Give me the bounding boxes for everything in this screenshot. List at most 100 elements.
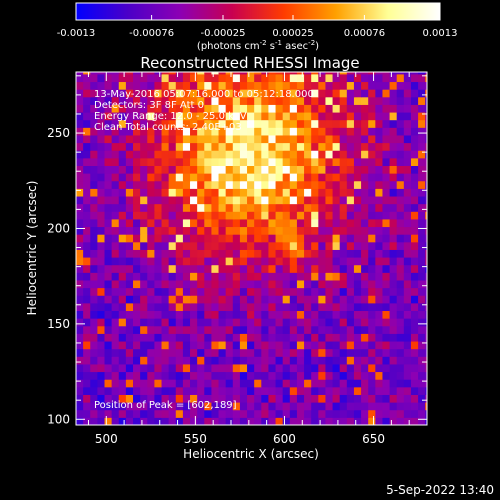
image-pixel xyxy=(239,379,248,388)
image-pixel xyxy=(325,264,334,273)
image-pixel xyxy=(390,59,398,67)
image-pixel xyxy=(254,81,262,90)
image-pixel xyxy=(147,279,155,289)
image-pixel xyxy=(104,356,113,365)
image-pixel xyxy=(168,394,177,403)
image-pixel xyxy=(161,379,170,388)
image-pixel xyxy=(104,180,113,189)
image-pixel xyxy=(154,341,163,350)
image-pixel xyxy=(190,165,198,174)
image-pixel xyxy=(261,371,269,380)
image-pixel xyxy=(368,188,376,197)
image-pixel xyxy=(125,379,134,388)
image-pixel xyxy=(182,203,191,212)
image-pixel xyxy=(389,127,398,136)
image-pixel xyxy=(197,211,205,220)
colorbar-gradient xyxy=(75,2,441,21)
image-pixel xyxy=(396,318,405,327)
image-pixel xyxy=(346,150,355,159)
image-pixel xyxy=(154,394,163,403)
image-pixel xyxy=(125,188,134,197)
x-tick-label: 500 xyxy=(95,432,118,446)
image-pixel xyxy=(261,279,269,289)
image-pixel xyxy=(339,226,348,235)
image-pixel xyxy=(410,81,419,90)
image-pixel xyxy=(197,142,205,151)
image-pixel xyxy=(154,188,163,197)
image-pixel xyxy=(368,302,376,312)
image-pixel xyxy=(232,356,241,365)
image-pixel xyxy=(90,211,98,220)
image-pixel xyxy=(90,134,98,144)
image-pixel xyxy=(175,211,184,220)
image-pixel xyxy=(218,417,227,425)
image-pixel xyxy=(325,302,334,312)
image-pixel xyxy=(168,386,177,395)
image-pixel xyxy=(339,325,348,334)
image-pixel xyxy=(118,157,127,166)
image-pixel xyxy=(332,226,341,235)
image-pixel xyxy=(76,218,84,228)
image-pixel xyxy=(346,188,355,197)
image-pixel xyxy=(375,96,383,105)
image-pixel xyxy=(311,150,319,159)
image-pixel xyxy=(97,180,106,189)
image-pixel xyxy=(261,173,269,182)
image-pixel xyxy=(90,81,98,90)
image-pixel xyxy=(225,89,234,98)
image-pixel xyxy=(361,386,369,395)
image-pixel xyxy=(318,89,326,98)
image-pixel xyxy=(218,264,227,273)
image-pixel xyxy=(432,196,440,204)
image-pixel xyxy=(346,234,355,243)
image-pixel xyxy=(197,203,205,212)
image-pixel xyxy=(104,173,113,182)
image-pixel xyxy=(190,356,198,365)
image-pixel xyxy=(154,196,163,205)
image-pixel xyxy=(396,287,405,296)
image-pixel xyxy=(275,325,284,334)
image-pixel xyxy=(190,379,198,388)
image-pixel xyxy=(325,356,334,365)
image-pixel xyxy=(410,142,419,151)
image-pixel xyxy=(247,325,255,334)
image-pixel xyxy=(261,394,269,403)
image-pixel xyxy=(353,325,362,334)
image-pixel xyxy=(346,89,355,98)
image-pixel xyxy=(282,96,291,105)
image-pixel xyxy=(418,241,426,250)
image-pixel xyxy=(339,249,348,258)
image-pixel xyxy=(161,409,170,418)
image-pixel xyxy=(140,127,148,136)
image-pixel xyxy=(161,96,170,105)
image-pixel xyxy=(275,356,284,365)
image-pixel xyxy=(83,157,91,166)
image-pixel xyxy=(418,272,426,281)
image-pixel xyxy=(147,348,155,357)
image-pixel xyxy=(353,295,362,304)
image-pixel xyxy=(368,363,376,373)
image-pixel xyxy=(168,96,177,105)
image-pixel xyxy=(104,112,113,121)
image-pixel xyxy=(361,409,369,418)
image-pixel xyxy=(410,402,419,411)
image-pixel xyxy=(76,325,84,334)
image-pixel xyxy=(432,150,440,158)
image-pixel xyxy=(261,81,269,90)
image-pixel xyxy=(346,72,355,75)
image-pixel xyxy=(140,96,148,105)
image-pixel xyxy=(147,402,155,411)
image-pixel xyxy=(125,241,134,250)
image-pixel xyxy=(339,394,348,403)
image-pixel xyxy=(389,173,398,182)
image-pixel xyxy=(154,241,163,250)
image-pixel xyxy=(382,142,391,151)
image-pixel xyxy=(190,150,198,159)
image-pixel xyxy=(289,127,298,136)
image-pixel xyxy=(90,203,98,212)
image-pixel xyxy=(225,104,234,113)
image-pixel xyxy=(104,226,113,235)
image-pixel xyxy=(104,318,113,327)
image-pixel xyxy=(353,409,362,418)
image-pixel xyxy=(76,379,84,388)
